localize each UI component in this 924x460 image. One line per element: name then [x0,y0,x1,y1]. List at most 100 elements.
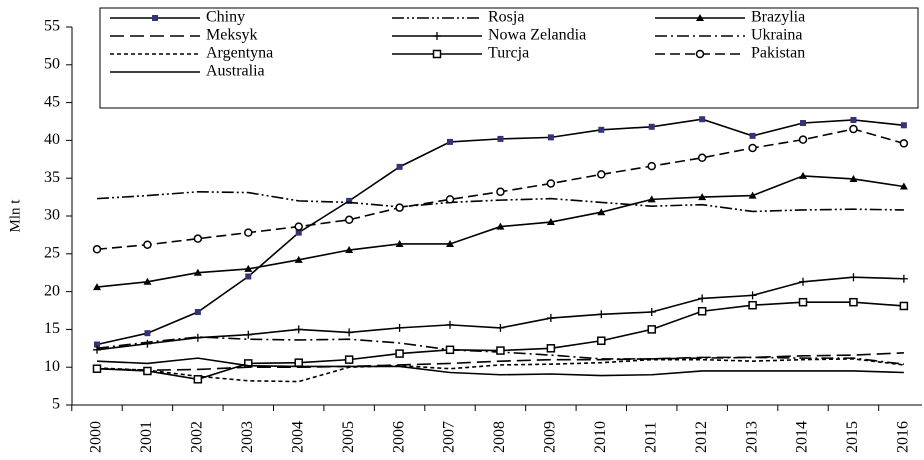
y-axis-label: Mln t [7,199,23,233]
marker [445,345,455,355]
marker [395,203,404,212]
marker [799,277,808,286]
marker [433,32,441,40]
x-tick-label: 2000 [88,421,105,453]
x-tick-label: 2014 [794,421,811,453]
marker [748,291,757,300]
x-tick-label: 2008 [491,421,508,453]
x-tick-label: 2005 [340,421,357,453]
y-tick-label: 10 [44,358,60,375]
x-tick-label: 2012 [693,421,710,453]
x-tick-label: 2006 [390,421,407,453]
legend-label: Meksyk [206,27,258,44]
marker [496,323,505,332]
x-tick-label: 2010 [592,421,609,453]
marker [193,375,203,384]
series-line [96,358,904,383]
marker [647,161,656,171]
marker [446,239,455,247]
marker [143,240,152,249]
marker [697,153,707,163]
marker [597,208,606,216]
marker [395,349,404,358]
marker [647,325,656,334]
marker [344,215,354,225]
series-line [96,118,904,346]
marker [598,126,605,133]
marker [648,123,655,130]
x-tick-label: 2013 [743,421,760,453]
y-tick-label: 25 [44,244,60,261]
marker [899,274,908,283]
x-tick-label: 2002 [189,421,206,453]
marker [432,49,442,59]
marker [496,187,505,197]
marker [193,234,203,243]
marker [647,195,656,203]
x-tick-label: 2003 [239,421,256,453]
legend-label: Ukraina [751,27,803,44]
marker [695,49,705,59]
marker [749,132,756,139]
marker [395,239,404,247]
marker [445,195,455,204]
marker [647,308,656,317]
marker [546,179,556,188]
marker [294,255,303,263]
marker [92,364,102,373]
x-tick-label: 2001 [138,421,155,453]
legend-label: Turcja [488,45,529,62]
marker [597,336,606,345]
marker [748,191,757,199]
y-tick-label: 45 [44,93,60,110]
marker [850,116,857,123]
series-line [96,301,904,381]
marker [849,174,858,182]
marker [799,171,808,179]
y-tick-label: 5 [52,396,60,413]
marker [143,277,152,285]
marker [497,135,504,142]
legend-label: Pakistan [751,45,805,62]
marker [244,228,253,237]
series-line [96,191,904,213]
marker [849,124,858,134]
marker [245,273,252,280]
marker [144,330,151,337]
marker [395,323,404,332]
marker [447,138,454,145]
marker [899,301,909,311]
x-tick-label: 2015 [844,421,861,453]
marker [698,193,707,201]
legend-label: Chiny [206,9,245,26]
marker [344,355,354,364]
marker [244,330,253,339]
marker [92,245,102,254]
marker [697,307,707,316]
marker [346,197,353,204]
marker [152,15,158,21]
legend-label: Argentyna [206,45,273,62]
marker [194,309,201,316]
marker [547,134,554,141]
marker [597,310,606,319]
y-tick-label: 35 [44,169,60,186]
y-tick-label: 40 [44,131,60,148]
marker [93,345,101,354]
marker [546,314,555,323]
x-tick-label: 2011 [642,422,659,453]
marker [294,358,303,367]
marker [94,341,100,348]
marker [294,222,303,231]
marker [597,170,606,179]
marker [748,300,757,310]
marker [698,294,707,303]
marker [546,218,555,226]
series-line [96,276,904,351]
marker [143,339,152,348]
marker [193,268,202,276]
y-tick-label: 55 [44,18,60,35]
marker [143,366,152,376]
marker [849,273,858,282]
marker [899,182,908,190]
